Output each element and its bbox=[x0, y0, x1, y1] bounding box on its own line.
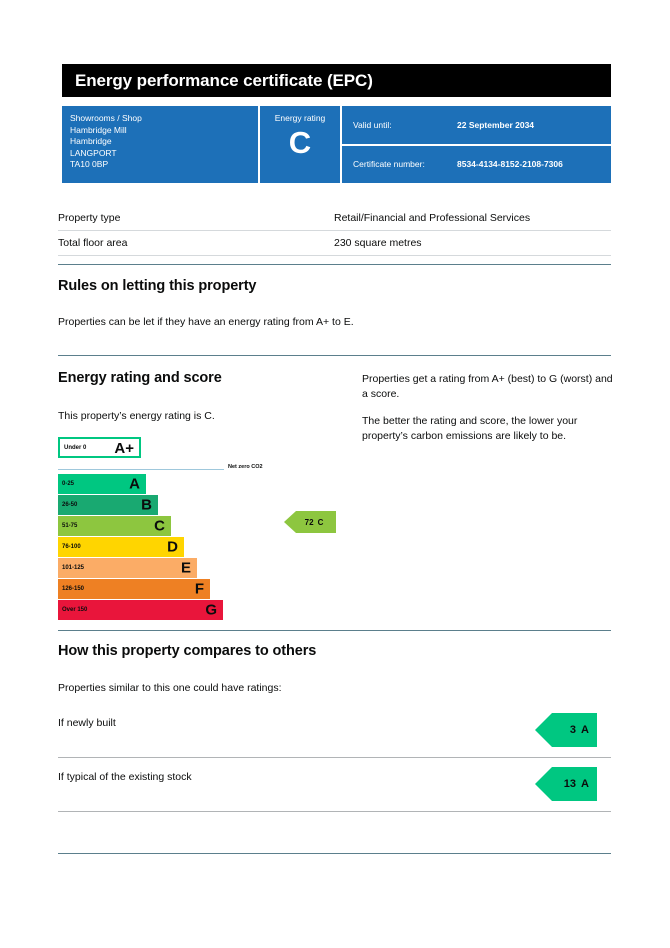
detail-row-total-floor-area: Total floor area 230 square metres bbox=[58, 231, 611, 256]
section-heading-letting: Rules on letting this property bbox=[58, 278, 257, 294]
epc-band-f: 126-150 F bbox=[58, 579, 210, 599]
epc-band-letter: E bbox=[180, 559, 191, 577]
certificate-number-value: 8534-4134-8152-2108-7306 bbox=[457, 159, 563, 170]
epc-band-e: 101-125 E bbox=[58, 558, 197, 578]
detail-value: 230 square metres bbox=[334, 237, 422, 249]
epc-band-range: 101-125 bbox=[62, 565, 85, 571]
this-property-rating-text: This property’s energy rating is C. bbox=[58, 410, 215, 422]
epc-band-range: 51-75 bbox=[62, 523, 78, 529]
epc-band-letter: G bbox=[205, 601, 217, 619]
energy-rating-value: C bbox=[288, 125, 312, 160]
rating-explainer-2: The better the rating and score, the low… bbox=[362, 415, 578, 442]
detail-value: Retail/Financial and Professional Servic… bbox=[334, 212, 531, 224]
page-title: Energy performance certificate (EPC) bbox=[75, 70, 373, 90]
address-line-1: Showrooms / Shop bbox=[70, 113, 142, 123]
current-rating-arrow: 72 C bbox=[284, 511, 336, 533]
epc-band-letter: A bbox=[129, 475, 140, 493]
address-line-4: LANGPORT bbox=[70, 147, 117, 158]
compare-row-label: If typical of the existing stock bbox=[58, 771, 192, 783]
epc-band-list: 0-25 A 26-50 B 51-75 C 76-100 D 101-125 … bbox=[58, 474, 223, 621]
row-divider bbox=[58, 757, 611, 758]
section-divider bbox=[58, 355, 611, 356]
epc-band-d: 76-100 D bbox=[58, 537, 184, 557]
section-heading-compare: How this property compares to others bbox=[58, 643, 317, 659]
epc-band-range: 76-100 bbox=[62, 544, 81, 550]
current-rating-text: 72 C bbox=[304, 517, 324, 527]
section-heading-energy: Energy rating and score bbox=[58, 370, 222, 386]
address-line-3: Hambridge bbox=[70, 136, 112, 147]
address-postcode: TA10 0BP bbox=[70, 159, 109, 170]
epc-band-a: 0-25 A bbox=[58, 474, 146, 494]
epc-band-letter: C bbox=[154, 517, 165, 535]
epc-band-b: 26-50 B bbox=[58, 495, 158, 515]
current-rating-pointer: 72 C bbox=[284, 511, 336, 533]
property-address: Showrooms / Shop Hambridge Mill Hambridg… bbox=[62, 106, 258, 183]
compare-row-existing-stock: If typical of the existing stock 13 A bbox=[58, 758, 611, 812]
epc-band-letter: A+ bbox=[114, 440, 134, 457]
letting-body-text: Properties can be let if they have an en… bbox=[58, 316, 354, 328]
epc-band-range: 26-50 bbox=[62, 502, 78, 508]
compare-rating-text: 13 A bbox=[563, 778, 589, 790]
valid-until-value: 22 September 2034 bbox=[457, 119, 535, 130]
valid-until-label: Valid until: bbox=[353, 119, 392, 130]
energy-rating-label: Energy rating bbox=[274, 113, 326, 123]
document-title-bar: Energy performance certificate (EPC) bbox=[62, 64, 611, 97]
net-zero-marker: Net zero CO2 bbox=[58, 464, 358, 474]
epc-band-range: 0-25 bbox=[62, 481, 75, 487]
compare-row-label: If newly built bbox=[58, 717, 116, 729]
compare-intro-text: Properties similar to this one could hav… bbox=[58, 682, 282, 694]
section-divider bbox=[58, 853, 611, 854]
valid-until-row: Valid until: 22 September 2034 bbox=[342, 106, 611, 144]
epc-band-letter: B bbox=[141, 496, 152, 514]
epc-rating-chart: Under 0 A+ Net zero CO2 0-25 A 26-50 B 5… bbox=[58, 437, 358, 620]
section-divider bbox=[58, 264, 611, 265]
net-zero-label: Net zero CO2 bbox=[228, 464, 263, 470]
certificate-meta: Valid until: 22 September 2034 Certifica… bbox=[340, 106, 611, 183]
detail-row-property-type: Property type Retail/Financial and Profe… bbox=[58, 206, 611, 231]
energy-rating-box: Energy rating C bbox=[258, 106, 340, 183]
epc-band-a-plus: Under 0 A+ bbox=[58, 437, 141, 458]
certificate-number-label: Certificate number: bbox=[353, 159, 425, 170]
epc-band-letter: F bbox=[194, 580, 204, 598]
epc-band-range: Under 0 bbox=[64, 444, 87, 451]
net-zero-line bbox=[58, 469, 224, 470]
summary-panel: Showrooms / Shop Hambridge Mill Hambridg… bbox=[62, 106, 611, 183]
detail-key: Property type bbox=[58, 212, 121, 224]
epc-band-range: Over 150 bbox=[62, 607, 88, 613]
detail-key: Total floor area bbox=[58, 237, 128, 249]
epc-band-c: 51-75 C bbox=[58, 516, 171, 536]
epc-band-range: 126-150 bbox=[62, 586, 85, 592]
section-divider bbox=[58, 630, 611, 631]
row-divider bbox=[58, 811, 611, 812]
compare-rating-arrow: 13 A bbox=[535, 767, 597, 801]
address-line-2: Hambridge Mill bbox=[70, 124, 127, 135]
certificate-number-row: Certificate number: 8534-4134-8152-2108-… bbox=[342, 143, 611, 183]
epc-band-g: Over 150 G bbox=[58, 600, 223, 620]
rating-explainer-1: Properties get a rating from A+ (best) t… bbox=[362, 373, 613, 400]
epc-band-letter: D bbox=[167, 538, 178, 556]
